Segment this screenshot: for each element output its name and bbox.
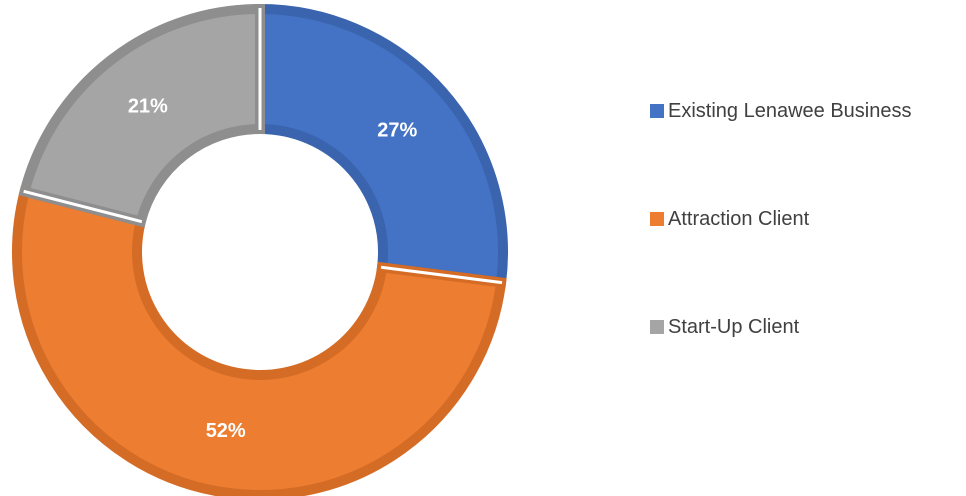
legend-label: Start-Up Client bbox=[668, 315, 800, 338]
slice-start-up-client bbox=[18, 3, 265, 228]
legend-label: Attraction Client bbox=[668, 207, 810, 230]
slice-separator bbox=[380, 265, 503, 285]
legend-label: Existing Lenawee Business bbox=[668, 99, 912, 122]
legend-item-start-up-client: Start-Up Client bbox=[650, 312, 911, 342]
slice-separator bbox=[23, 189, 143, 224]
legend-swatch bbox=[650, 104, 664, 118]
data-label-existing-lenawee-business: 27% bbox=[377, 119, 417, 141]
legend-item-existing-lenawee-business: Existing Lenawee Business bbox=[650, 96, 911, 126]
donut-chart-plot: 27% 52% 21% bbox=[12, 3, 508, 496]
chart-legend: Existing Lenawee Business Attraction Cli… bbox=[650, 96, 911, 420]
legend-swatch bbox=[650, 320, 664, 334]
data-label-attraction-client: 52% bbox=[206, 420, 246, 442]
data-label-start-up-client: 21% bbox=[128, 96, 168, 118]
legend-swatch bbox=[650, 212, 664, 226]
slice-existing-lenawee-business bbox=[255, 3, 508, 289]
legend-item-attraction-client: Attraction Client bbox=[650, 204, 911, 234]
slice-attraction-client bbox=[12, 185, 507, 496]
